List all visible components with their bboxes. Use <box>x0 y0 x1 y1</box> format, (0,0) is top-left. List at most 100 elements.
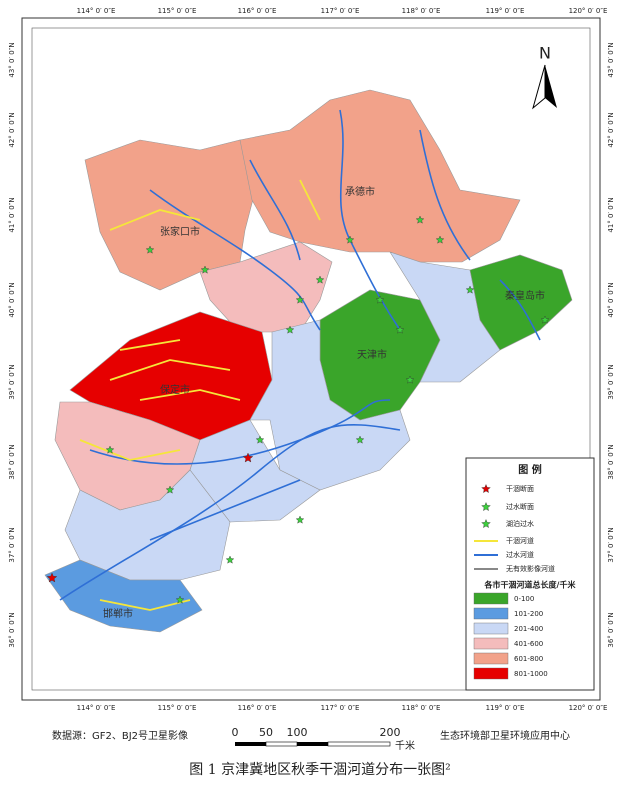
coord-label: 117° 0′ 0″E <box>321 704 360 712</box>
legend-label: 无有效影像河道 <box>506 564 555 573</box>
river <box>109 209 201 231</box>
legend-class-label: 601-800 <box>514 655 543 663</box>
legend-title: 图 例 <box>518 463 541 476</box>
coord-label: 36° 0′ 0″N <box>607 612 615 647</box>
flowing-rivers <box>59 109 541 601</box>
coord-label: 39° 0′ 0″N <box>607 364 615 399</box>
flowing-section <box>225 555 235 564</box>
region-qinhuangdao <box>469 254 573 351</box>
flowing-section <box>105 445 115 454</box>
flowing-section <box>295 515 305 524</box>
coord-label: 40° 0′ 0″N <box>8 282 16 317</box>
coord-label: 40° 0′ 0″N <box>607 282 615 317</box>
data-source: 数据源：GF2、BJ2号卫星影像 <box>52 729 188 742</box>
legend-class-label: 801-1000 <box>514 670 548 678</box>
legend-class-label: 401-600 <box>514 640 543 648</box>
coord-label: 42° 0′ 0″N <box>8 112 16 147</box>
coord-label: 114° 0′ 0″E <box>77 7 116 15</box>
flowing-section <box>295 295 305 304</box>
legend-swatch <box>473 652 509 665</box>
legend-class-title: 各市干涸河道总长度/千米 <box>484 580 577 590</box>
flowing-section <box>145 245 155 254</box>
scale-segment <box>297 742 328 746</box>
scale-label: 200 <box>380 726 401 739</box>
coord-label: 115° 0′ 0″E <box>158 7 197 15</box>
scale-label: 100 <box>287 726 308 739</box>
legend-label: 湖泊过水 <box>506 519 534 528</box>
river <box>89 399 391 465</box>
coord-label: 37° 0′ 0″N <box>8 527 16 562</box>
place-name: 邯郸市 <box>103 607 133 620</box>
flowing-section <box>255 435 265 444</box>
river <box>499 279 541 341</box>
flowing-section <box>405 375 415 384</box>
legend-label: 过水河道 <box>506 550 534 559</box>
regions <box>44 89 573 633</box>
coord-label: 42° 0′ 0″N <box>607 112 615 147</box>
north-arrow: N <box>532 44 557 110</box>
scale-segment <box>327 741 391 747</box>
flowing-section <box>540 315 550 324</box>
coord-label: 39° 0′ 0″N <box>8 364 16 399</box>
flowing-section <box>435 235 445 244</box>
flowing-section <box>355 435 365 444</box>
coord-label: 115° 0′ 0″E <box>158 704 197 712</box>
legend-symbol <box>481 501 491 512</box>
scale-bar <box>235 741 391 747</box>
legend-swatch <box>473 592 509 605</box>
coord-label: 118° 0′ 0″E <box>402 7 441 15</box>
coord-label: 120° 0′ 0″E <box>569 704 608 712</box>
coord-label: 116° 0′ 0″E <box>238 704 277 712</box>
legend-label: 干涸断面 <box>506 484 534 493</box>
legend-swatch <box>473 607 509 620</box>
river <box>149 479 301 541</box>
flowing-section <box>345 235 355 244</box>
place-name: 承德市 <box>345 185 375 198</box>
section-markers <box>46 215 550 604</box>
flowing-section <box>315 275 325 284</box>
legend-label: 干涸河道 <box>506 536 534 545</box>
legend-class-label: 101-200 <box>514 610 543 618</box>
legend-box <box>465 457 595 691</box>
region-zhangjiakou <box>84 139 259 291</box>
river <box>299 179 321 221</box>
coord-label: 38° 0′ 0″N <box>607 444 615 479</box>
coord-label: 43° 0′ 0″N <box>607 42 615 77</box>
arrow-right <box>545 65 557 108</box>
region-beijing <box>199 241 333 333</box>
coord-label: 114° 0′ 0″E <box>77 704 116 712</box>
place-name: 秦皇岛市 <box>505 289 545 302</box>
coord-label: 120° 0′ 0″E <box>569 7 608 15</box>
region-xingtai <box>64 469 231 581</box>
flowing-section <box>415 215 425 224</box>
coord-label: 116° 0′ 0″E <box>238 7 277 15</box>
legend-symbol <box>481 483 491 494</box>
north-label: N <box>539 44 551 63</box>
region-handan <box>44 559 203 633</box>
river <box>59 423 401 601</box>
dry-section <box>242 452 254 463</box>
flowing-section <box>395 325 405 334</box>
flowing-section <box>200 265 210 274</box>
place-name: 张家口市 <box>160 225 200 238</box>
coord-label: 36° 0′ 0″N <box>8 612 16 647</box>
coord-label: 41° 0′ 0″N <box>8 197 16 232</box>
coord-label: 118° 0′ 0″E <box>402 704 441 712</box>
legend-swatch <box>473 667 509 680</box>
dry-rivers <box>79 179 321 611</box>
legend-symbol <box>481 518 491 529</box>
coord-label: 119° 0′ 0″E <box>486 7 525 15</box>
coord-label: 38° 0′ 0″N <box>8 444 16 479</box>
coord-label: 43° 0′ 0″N <box>8 42 16 77</box>
caption: 图 1 京津冀地区秋季干涸河道分布一张图² <box>189 762 450 778</box>
region-chengde <box>239 89 521 263</box>
scale-segment <box>235 742 266 746</box>
legend-swatch <box>473 622 509 635</box>
scale-label: 50 <box>259 726 273 739</box>
legend-swatch <box>473 637 509 650</box>
river <box>99 599 191 611</box>
coord-label: 117° 0′ 0″E <box>321 7 360 15</box>
coord-label: 41° 0′ 0″N <box>607 197 615 232</box>
